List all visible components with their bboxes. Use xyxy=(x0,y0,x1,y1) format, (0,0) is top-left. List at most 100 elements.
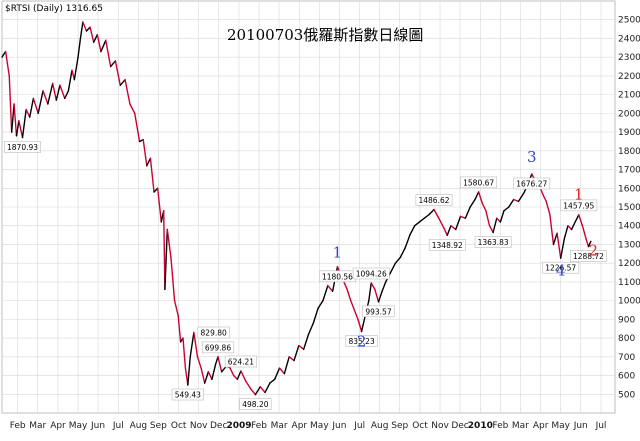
price-segment xyxy=(189,331,195,358)
x-tick-label: Dec xyxy=(451,421,468,431)
x-tick-label: Jul xyxy=(112,421,124,431)
x-tick-label: Jul xyxy=(353,421,365,431)
price-segment xyxy=(312,307,319,324)
price-segment xyxy=(164,228,169,291)
price-segment xyxy=(545,200,551,216)
price-segment xyxy=(259,386,266,394)
price-segment xyxy=(217,356,223,373)
price-segment xyxy=(541,193,547,203)
x-tick-label: Jun xyxy=(90,421,105,431)
value-label: 1486.62 xyxy=(418,196,449,205)
price-segment xyxy=(146,157,152,167)
wave-count-label: 4 xyxy=(556,261,566,279)
price-segment xyxy=(67,69,73,92)
y-tick-label: 1200 xyxy=(618,259,640,269)
value-label-box xyxy=(428,238,466,251)
price-segment xyxy=(274,367,281,380)
price-segment xyxy=(105,39,112,68)
wave-labels: 1 2 3 4 1 2 xyxy=(333,148,598,350)
price-segment xyxy=(182,337,187,369)
price-segment xyxy=(469,198,476,208)
x-tick-label: Mar xyxy=(271,421,288,431)
price-segment xyxy=(394,256,401,264)
x-tick-label: May xyxy=(310,421,329,431)
wave-count-label: 2 xyxy=(357,333,367,351)
price-segment xyxy=(89,26,95,43)
price-line xyxy=(1,21,592,396)
price-segment xyxy=(129,103,136,115)
price-segment xyxy=(21,108,27,139)
value-label-box xyxy=(560,199,598,212)
price-segment xyxy=(399,247,406,259)
price-segment xyxy=(254,386,261,396)
price-segment xyxy=(85,26,91,32)
x-tick-label: Feb xyxy=(10,421,26,431)
price-segment xyxy=(317,299,324,309)
price-segment xyxy=(459,215,467,219)
value-label: 1226.57 xyxy=(545,264,576,273)
price-segment xyxy=(269,378,276,384)
x-tick-label: Dec xyxy=(210,421,227,431)
value-label: 1094.26 xyxy=(356,269,387,278)
price-segment xyxy=(82,21,88,32)
price-segment xyxy=(55,84,61,101)
price-segment xyxy=(149,157,155,193)
value-label-box xyxy=(513,177,551,190)
price-segment xyxy=(193,331,199,358)
y-tick-label: 600 xyxy=(618,372,635,382)
y-tick-label: 1500 xyxy=(618,203,640,213)
price-segment xyxy=(442,226,448,236)
y-tick-label: 500 xyxy=(618,390,635,400)
x-tick-label: Feb xyxy=(251,421,267,431)
price-segment xyxy=(428,208,435,216)
value-label-box xyxy=(460,176,498,189)
price-segment xyxy=(512,198,520,203)
price-segment xyxy=(503,206,510,212)
price-segment xyxy=(360,314,366,333)
y-tick-label: 800 xyxy=(618,334,635,344)
price-segment xyxy=(42,90,49,105)
y-tick-label: 2000 xyxy=(618,109,640,119)
price-segment xyxy=(229,367,235,377)
price-segment xyxy=(109,60,117,68)
y-tick-label: 2200 xyxy=(618,72,640,82)
price-segment xyxy=(25,108,31,118)
price-segment xyxy=(433,208,440,219)
value-label: 1457.95 xyxy=(563,201,594,210)
value-label-box xyxy=(352,267,390,280)
value-label: 624.21 xyxy=(228,358,254,367)
y-tick-label: 1700 xyxy=(618,166,640,176)
x-tick-label: Apr xyxy=(292,421,308,431)
price-segment xyxy=(288,356,295,362)
price-segment xyxy=(187,356,191,386)
price-segment xyxy=(77,37,82,58)
x-tick-label: Sep xyxy=(391,421,408,431)
value-label: 1363.83 xyxy=(478,238,509,247)
x-tick-label: Apr xyxy=(533,421,549,431)
price-segment xyxy=(51,82,58,101)
x-tick-label: Mar xyxy=(512,421,529,431)
price-segment xyxy=(322,284,329,302)
price-segment xyxy=(142,138,148,167)
x-tick-label: May xyxy=(69,421,88,431)
value-label-box xyxy=(197,326,230,339)
price-segment xyxy=(350,299,356,311)
price-segment xyxy=(245,380,252,390)
y-tick-label: 1600 xyxy=(618,184,640,194)
price-segment xyxy=(508,198,515,208)
price-segment xyxy=(96,34,102,53)
y-tick-label: 2500 xyxy=(618,16,640,26)
value-label-box xyxy=(224,355,258,368)
price-segment xyxy=(559,238,566,259)
wave-count-label: 3 xyxy=(527,148,537,166)
price-segment xyxy=(357,318,363,333)
price-segment xyxy=(438,217,445,229)
x-tick-label: Sep xyxy=(150,421,167,431)
price-segment xyxy=(381,281,387,292)
value-label-box xyxy=(239,398,272,410)
price-segment xyxy=(346,288,352,302)
price-segment xyxy=(578,214,584,227)
price-segment xyxy=(232,374,239,380)
value-label: 1288.72 xyxy=(573,252,604,261)
value-label: 993.57 xyxy=(365,307,391,316)
